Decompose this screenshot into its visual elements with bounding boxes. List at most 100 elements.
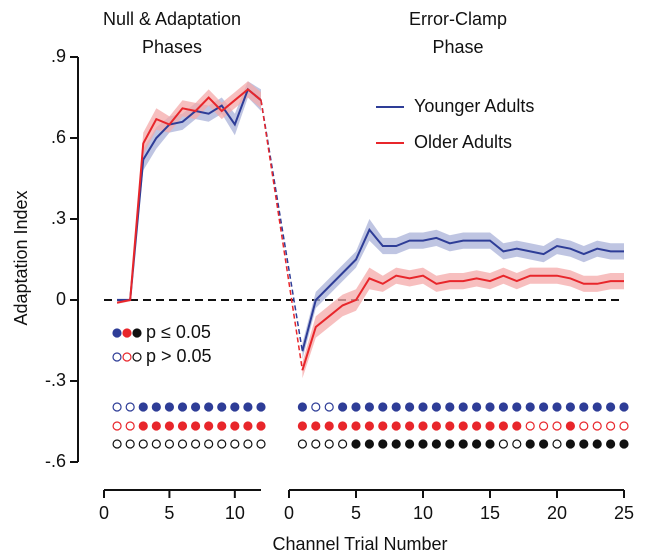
x-axis-label: Channel Trial Number [272,534,447,554]
significance-dot [391,421,401,431]
significance-dot [592,439,602,449]
legend-dot [122,328,132,338]
significance-dot [565,439,576,449]
legend-dot [122,352,132,362]
significance-dot [151,421,161,431]
x-tick-label: 10 [225,503,245,523]
x-tick-label: 0 [284,503,294,523]
significance-dot [311,421,321,431]
y-tick-label: .9 [51,46,66,66]
series-line [301,227,624,352]
panel-title: Error-Clamp [409,9,507,29]
significance-dot [458,402,468,412]
significance-dot [112,402,122,412]
significance-dot [351,421,361,431]
significance-dot [405,402,415,412]
significance-dot [204,421,214,431]
significance-dot [445,421,455,431]
significance-dot [190,439,201,449]
series-line [301,274,624,371]
significance-dot [217,439,227,449]
significance-dot [485,421,495,431]
significance-dot [592,421,602,431]
significance-dot [552,439,562,449]
error-band [117,81,261,302]
significance-dot [391,439,401,449]
y-tick-label: 0 [56,289,66,309]
significance-dot [243,421,253,431]
series-line [116,88,262,304]
significance-dot [498,402,508,412]
y-tick-label: -.6 [45,451,66,471]
significance-dot [458,421,468,431]
significance-dot [324,402,334,412]
significance-dot [579,402,589,412]
significance-dot [418,439,428,449]
phase-connector [260,100,304,371]
significance-dot [112,421,122,431]
panel-title: Phase [432,37,483,57]
significance-dot [619,402,629,412]
significance-dot [512,421,522,431]
x-tick-label: 0 [99,503,109,523]
x-tick-label: 20 [547,503,567,523]
significance-dot [138,439,148,449]
significance-dot [445,439,455,449]
significance-dot [472,439,482,449]
legend-dot [112,352,122,362]
significance-dot [391,402,401,412]
significance-dot [552,421,562,431]
significance-dot [297,402,307,412]
legend-dot [132,328,142,338]
significance-dot [151,439,161,449]
significance-dot [418,402,428,412]
panel-title: Null & Adaptation [103,9,241,29]
x-tick-label: 25 [614,503,634,523]
significance-dot [378,439,388,449]
significance-dot [472,421,482,431]
significance-dot [458,439,468,449]
significance-dot [230,421,240,431]
significance-dot [538,439,549,449]
significance-dot [311,439,321,449]
phase-connector [260,100,304,352]
significance-dot [364,421,374,431]
panel-title: Phases [142,37,202,57]
significance-dot [164,421,175,431]
significance-dot [230,402,240,412]
significance-dot [565,421,576,431]
error-band [302,267,624,379]
significance-dot [256,439,266,449]
significance-dot [324,439,334,449]
significance-dot [485,439,495,449]
significance-dot [485,402,495,412]
significance-dot [431,421,441,431]
significance-dot [125,402,135,412]
y-axis-label: Adaptation Index [11,190,31,325]
significance-dot [151,402,161,412]
y-tick-label: -.3 [45,370,66,390]
significance-dot [138,421,148,431]
significance-dot [204,439,214,449]
significance-dot [364,439,374,449]
significance-dot [190,402,201,412]
significance-dot [552,402,562,412]
significance-dot [217,421,227,431]
x-tick-label: 5 [164,503,174,523]
significance-dot [125,421,135,431]
significance-dot [164,439,175,449]
significance-dot [605,402,616,412]
x-tick-label: 10 [413,503,433,523]
significance-dot [579,421,589,431]
legend-label: Older Adults [414,132,512,152]
legend-dot [132,352,142,362]
significance-dot [418,421,428,431]
significance-dot [592,402,602,412]
x-tick-label: 5 [351,503,361,523]
legend-dot [112,328,122,338]
significance-dot [190,421,201,431]
significance-dot [230,439,240,449]
significance-dot [164,402,175,412]
significance-dot [525,421,535,431]
